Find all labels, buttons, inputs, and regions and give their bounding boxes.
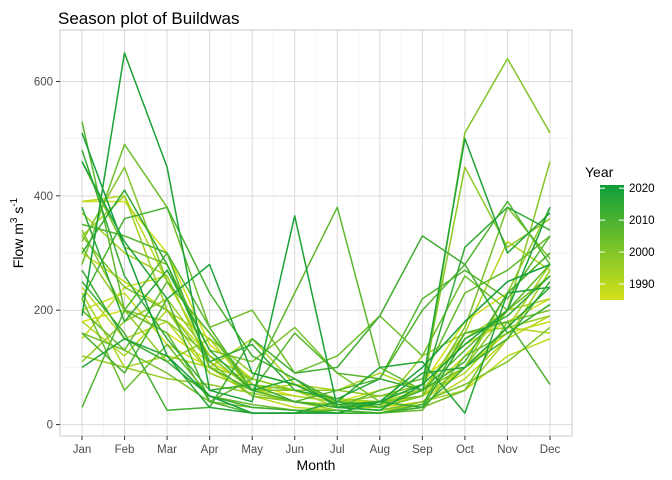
y-axis-title: Flow m3 s-1	[9, 197, 26, 268]
x-tick-label: May	[241, 444, 263, 456]
x-tick-label: Jun	[285, 444, 304, 456]
x-tick-label: Dec	[540, 444, 561, 456]
y-axis-title-sup1: 3	[9, 217, 20, 223]
x-tick-label: Mar	[157, 444, 177, 456]
y-tick-label: 0	[47, 420, 53, 432]
series-line-2014	[81, 149, 551, 409]
legend-tick-label: 2010	[629, 215, 655, 227]
x-tick-label: Sep	[412, 444, 432, 456]
legend-ticks: 1990 2000 2010 2020	[600, 183, 655, 291]
x-tick-label: Jul	[330, 444, 345, 456]
series-line-2011	[81, 206, 551, 409]
year-legend: Year 1990 2000 2010 2020	[585, 164, 655, 300]
y-tick-label: 600	[34, 76, 53, 88]
series-line-2020	[81, 132, 551, 414]
series-line-2019	[81, 52, 551, 412]
x-tick-label: Aug	[370, 444, 390, 456]
series-layer	[81, 52, 551, 414]
legend-title: Year	[585, 164, 614, 180]
grid-layer	[60, 30, 572, 436]
y-tick-label: 400	[34, 191, 53, 203]
series-line-1995	[81, 195, 551, 414]
series-line-1996	[81, 315, 551, 409]
legend-tick-label: 2000	[629, 247, 655, 259]
y-axis-title-mid: s	[10, 207, 26, 218]
legend-colorbar	[600, 185, 624, 300]
x-axis-title: Month	[297, 457, 336, 473]
y-axis-ticks: 0 200 400 600	[34, 76, 60, 432]
series-line-2012	[81, 235, 551, 412]
series-line-2009	[81, 200, 551, 408]
x-tick-label: Jan	[73, 444, 92, 456]
legend-tick-label: 2020	[629, 183, 655, 195]
x-tick-label: Nov	[497, 444, 518, 456]
chart-title: Season plot of Buildwas	[58, 9, 239, 28]
y-axis-title-base: Flow m	[10, 223, 26, 268]
series-line-2003	[81, 309, 551, 414]
legend-tick-label: 1990	[629, 279, 655, 291]
x-axis-ticks: Jan Feb Mar Apr May Jun Jul Aug Sep Oct Nov Dec	[73, 436, 561, 456]
series-line-2017	[81, 286, 551, 414]
panel-border	[59, 29, 573, 437]
series-line-1992	[81, 240, 551, 392]
series-line-2018	[81, 137, 551, 406]
x-tick-label: Feb	[115, 444, 135, 456]
y-axis-title-sup2: -1	[9, 197, 20, 206]
series-line-2016	[81, 207, 551, 409]
series-line-2004	[81, 143, 551, 374]
y-tick-label: 200	[34, 305, 53, 317]
series-line-2013	[81, 269, 551, 414]
x-tick-label: Apr	[201, 444, 219, 456]
x-tick-label: Oct	[456, 444, 475, 456]
